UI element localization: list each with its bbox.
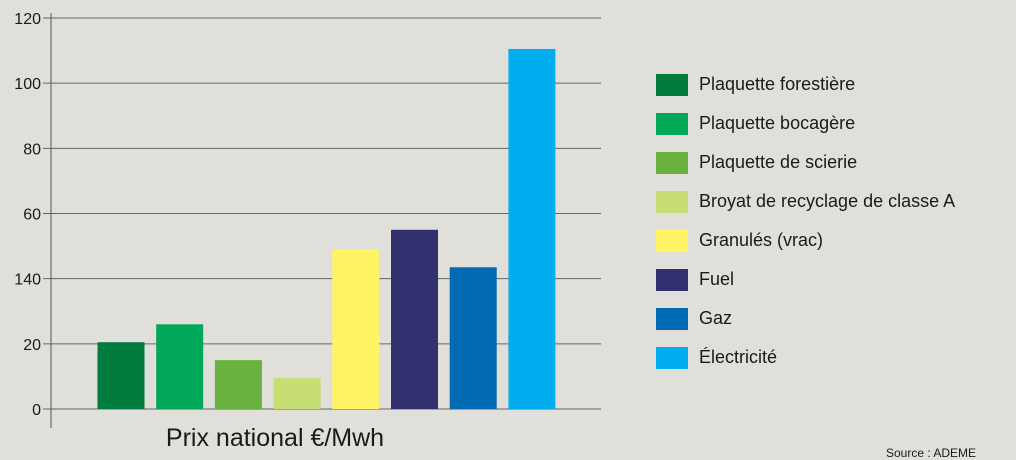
y-tick-label: 140 (14, 272, 41, 289)
y-tick-labels: 0 20 140 60 80 100 120 (14, 11, 41, 419)
legend-label: Fuel (699, 269, 735, 289)
legend-swatch (656, 151, 688, 174)
bar (156, 324, 204, 409)
bar (332, 249, 380, 409)
legend-swatch (656, 307, 688, 330)
bar-chart: 0 20 140 60 80 100 120 (14, 11, 601, 428)
legend-item: Gaz (656, 299, 955, 338)
y-tick-label: 120 (14, 11, 41, 28)
source-note: Source : ADEME (886, 446, 977, 460)
legend-item: Électricité (656, 338, 955, 377)
legend-swatch (656, 268, 688, 291)
y-tick-label: 0 (32, 402, 41, 419)
bar (508, 48, 556, 410)
legend-swatch (656, 73, 688, 96)
legend-item: Plaquette bocagère (656, 104, 955, 143)
legend-swatch (656, 346, 688, 369)
bar (214, 360, 262, 409)
legend-item: Broyat de recyclage de classe A (656, 182, 955, 221)
legend-item: Granulés (vrac) (656, 221, 955, 260)
legend-swatch (656, 112, 688, 135)
y-tick-label: 80 (23, 141, 41, 158)
legend-label: Plaquette de scierie (699, 152, 858, 172)
x-axis-label: Prix national €/Mwh (165, 424, 385, 452)
legend-swatch (656, 190, 688, 213)
bar (273, 378, 321, 409)
y-tick-label: 100 (14, 76, 41, 93)
legend-item: Plaquette de scierie (656, 143, 955, 182)
legend-item: Plaquette forestière (656, 65, 955, 104)
bar (391, 229, 438, 409)
legend-label: Gaz (699, 308, 733, 328)
legend-label: Plaquette bocagère (699, 113, 856, 133)
legend: Plaquette forestière Plaquette bocagère Pl… (656, 65, 955, 377)
bar (449, 267, 497, 409)
y-tick-label: 60 (23, 207, 41, 224)
legend-label: Électricité (699, 347, 778, 367)
y-tick-label: 20 (23, 337, 41, 354)
legend-label: Plaquette forestière (699, 74, 856, 94)
legend-label: Broyat de recyclage de classe A (699, 191, 956, 211)
legend-swatch (656, 229, 688, 252)
bars (97, 48, 556, 410)
legend-item: Fuel (656, 260, 955, 299)
legend-label: Granulés (vrac) (699, 230, 824, 250)
bar (97, 342, 145, 409)
